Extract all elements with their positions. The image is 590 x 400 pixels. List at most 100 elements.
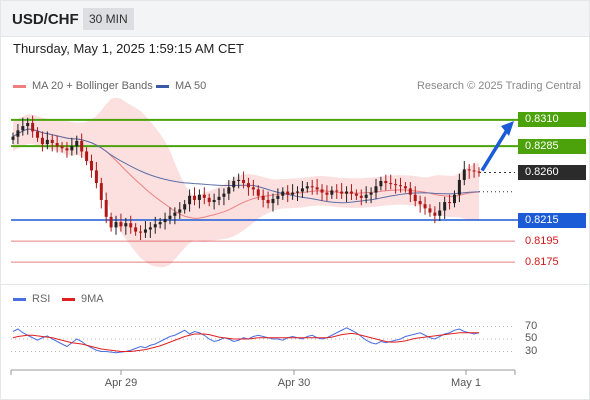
candle-body	[438, 210, 442, 216]
candle-body	[21, 126, 25, 131]
legend-ma50: MA 50	[156, 80, 206, 92]
candle-body	[70, 146, 74, 151]
candle-body	[403, 186, 407, 189]
candle-body	[305, 186, 309, 189]
candle-body	[271, 198, 275, 204]
candle-body	[207, 197, 211, 203]
header-bar: USD/CHF 30 MIN	[1, 1, 589, 37]
candle-body	[55, 143, 59, 147]
candle-body	[359, 195, 363, 198]
candle-body	[197, 194, 201, 200]
candle-body	[60, 146, 64, 149]
candle-body	[379, 180, 383, 187]
candle-body	[11, 136, 15, 140]
rsi-ma-swatch	[62, 297, 75, 301]
candle-body	[286, 191, 290, 195]
candle-body	[26, 122, 30, 127]
candle-body	[413, 194, 417, 202]
bollinger-band-fill	[13, 97, 479, 268]
candle-body	[89, 160, 93, 171]
rsi-ma-label: 9MA	[81, 293, 104, 305]
rsi-swatch	[13, 297, 26, 301]
time-tick-label: Apr 30	[277, 377, 311, 389]
candle-body	[330, 190, 334, 195]
candle-body	[119, 222, 123, 227]
candle-body	[369, 192, 373, 195]
candle-body	[462, 169, 466, 180]
candle-body	[80, 140, 84, 152]
rsi-axis-label-30: 30	[525, 344, 538, 357]
time-tick-label: May 1	[451, 377, 481, 389]
candle-body	[40, 137, 44, 145]
candle-body	[129, 223, 133, 228]
candle-body	[281, 191, 285, 196]
candle-body	[266, 199, 270, 204]
rsi-label: RSI	[32, 293, 51, 305]
rsi-axis-label-50: 50	[525, 332, 538, 344]
candle-body	[227, 187, 231, 194]
rsi-axis-label-70: 70	[525, 319, 538, 332]
candle-body	[173, 212, 177, 216]
candle-body	[139, 231, 143, 233]
candle-body	[75, 140, 79, 147]
candle-body	[423, 204, 427, 209]
candle-body	[408, 188, 412, 195]
legend-ma20: MA 20 + Bollinger Bands	[13, 80, 153, 92]
candle-body	[276, 195, 280, 199]
candle-body	[163, 218, 167, 223]
ma20-swatch	[13, 84, 26, 88]
candle-body	[188, 195, 192, 205]
candle-body	[310, 186, 314, 188]
candle-body	[467, 169, 471, 171]
ma50-line	[12, 128, 480, 204]
candle-body	[320, 189, 324, 193]
candle-body	[222, 193, 226, 197]
candle-body	[153, 224, 157, 228]
candle-body	[31, 122, 35, 132]
candle-body	[104, 199, 108, 217]
candle-body	[178, 209, 182, 213]
candle-body	[36, 131, 40, 138]
candle-body	[237, 179, 241, 181]
candle-body	[374, 186, 378, 193]
candle-body	[291, 192, 295, 195]
rsi-line	[12, 327, 480, 354]
candle-body	[212, 199, 216, 203]
candle-body	[16, 130, 20, 137]
candle-body	[158, 222, 162, 225]
candle-body	[242, 179, 246, 184]
candle-body	[232, 180, 236, 188]
rsi-divider	[1, 284, 589, 285]
candle-body	[418, 201, 422, 205]
candle-body	[364, 194, 368, 198]
symbol-title: USD/CHF	[12, 11, 79, 28]
candle-body	[65, 148, 69, 151]
level-tag-0.8195: 0.8195	[525, 234, 559, 247]
candle-body	[114, 222, 118, 228]
candle-body	[354, 193, 358, 196]
candle-body	[443, 202, 447, 211]
candle-body	[217, 196, 221, 200]
ma20-label: MA 20 + Bollinger Bands	[32, 80, 153, 92]
timeframe-badge[interactable]: 30 MIN	[83, 8, 134, 30]
candle-body	[315, 187, 319, 190]
candle-body	[335, 190, 339, 192]
candle-body	[124, 223, 128, 227]
level-tag-0.8260: 0.8260	[518, 165, 586, 181]
ma50-swatch	[156, 84, 169, 88]
level-tag-0.8310: 0.8310	[518, 112, 586, 128]
candle-body	[251, 187, 255, 190]
candle-body	[433, 212, 437, 216]
candle-body	[85, 151, 89, 161]
candle-body	[45, 139, 49, 145]
ma50-label: MA 50	[175, 80, 207, 92]
candle-body	[192, 195, 196, 200]
level-tag-0.8215: 0.8215	[518, 212, 586, 228]
level-tag-0.8285: 0.8285	[518, 138, 586, 154]
candle-body	[477, 171, 481, 173]
candle-body	[384, 180, 388, 184]
candle-body	[183, 204, 187, 210]
candle-body	[99, 183, 103, 200]
candle-body	[340, 191, 344, 194]
candle-body	[296, 191, 300, 193]
